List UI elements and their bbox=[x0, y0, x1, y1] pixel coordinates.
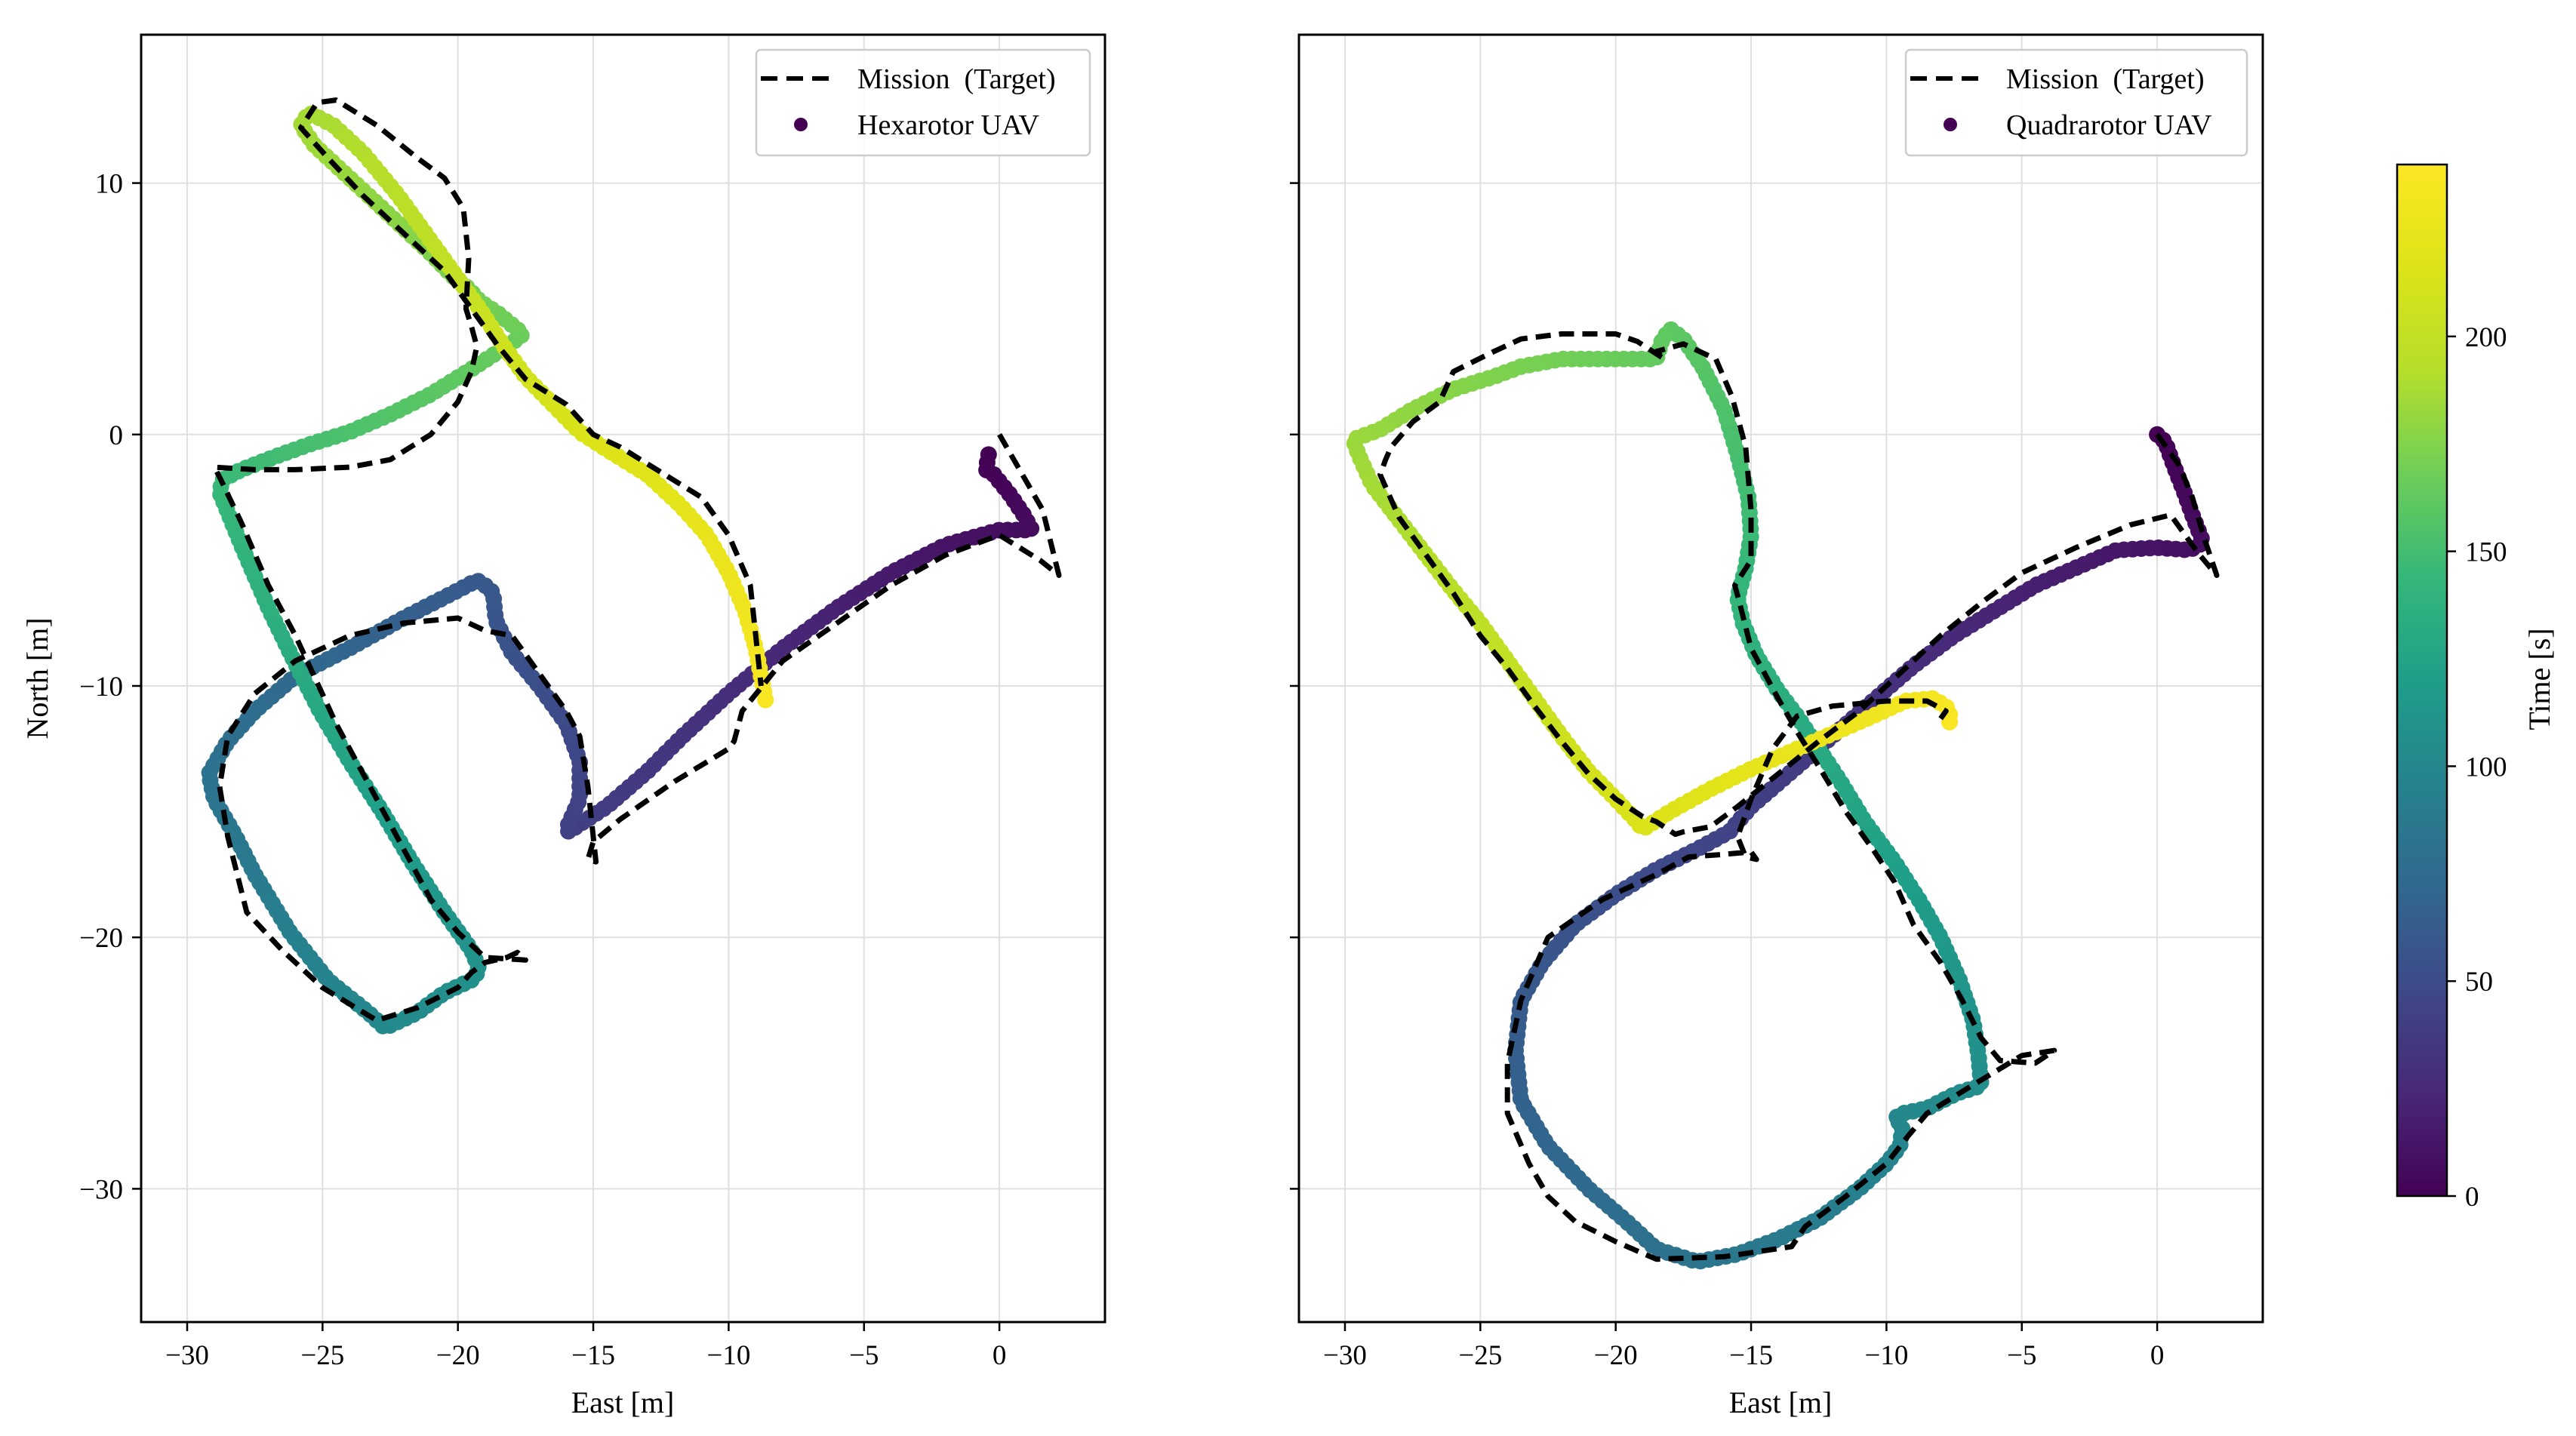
right-plot-frame bbox=[1297, 33, 2264, 1324]
right-x-tick-label: −30 bbox=[1323, 1340, 1367, 1371]
right-x-tick-label: −10 bbox=[1864, 1340, 1908, 1371]
colorbar-tick-label: 50 bbox=[2465, 967, 2493, 998]
left-uav-trajectory bbox=[201, 105, 1040, 1035]
left-y-tick-label: 0 bbox=[109, 420, 124, 451]
right-grid bbox=[1299, 35, 2263, 1322]
right-x-tick-label: 0 bbox=[2150, 1340, 2165, 1371]
left-plot-frame bbox=[140, 33, 1106, 1324]
right-x-tick-label: −5 bbox=[2007, 1340, 2036, 1371]
right-x-tick-label: −20 bbox=[1594, 1340, 1638, 1371]
left-legend: Mission (Target) Hexarotor UAV bbox=[755, 48, 1091, 157]
left-plot-data bbox=[201, 97, 1062, 1035]
colorbar-tick-label: 100 bbox=[2465, 752, 2507, 783]
left-x-tick-label: −10 bbox=[706, 1340, 750, 1371]
left-x-axis-label: East [m] bbox=[571, 1385, 675, 1419]
left-y-tick-label: −20 bbox=[79, 923, 123, 954]
left-legend-uav-label: Hexarotor UAV bbox=[857, 109, 1040, 141]
right-x-axis-label: East [m] bbox=[1729, 1385, 1833, 1419]
left-y-axis-label: North [m] bbox=[20, 617, 54, 739]
left-y-tick-label: 10 bbox=[95, 169, 123, 200]
left-x-tick-label: −5 bbox=[849, 1340, 879, 1371]
left-x-tick-label: −25 bbox=[300, 1340, 344, 1371]
left-x-tick-label: −20 bbox=[436, 1340, 480, 1371]
right-legend-mission-label: Mission (Target) bbox=[2006, 63, 2205, 95]
right-uav-trajectory bbox=[1346, 321, 2210, 1270]
colorbar-tick-label: 150 bbox=[2465, 537, 2507, 568]
left-legend-box bbox=[755, 48, 1091, 157]
colorbar-gradient bbox=[2396, 163, 2448, 1198]
right-mission-line bbox=[1377, 331, 2220, 1262]
right-ticks: −30 −25 −20 −15 −10 −5 0 bbox=[1290, 182, 2165, 1371]
right-legend-box bbox=[1904, 48, 2248, 157]
left-y-tick-label: −10 bbox=[79, 672, 123, 703]
colorbar-ticks: 0 50 100 150 200 bbox=[2447, 322, 2507, 1213]
right-legend-uav-label: Quadrarotor UAV bbox=[2006, 109, 2212, 141]
left-ticks: −30 −25 −20 −15 −10 −5 0 10 0 −10 −20 −30 bbox=[79, 169, 1006, 1371]
right-legend-uav-marker bbox=[1944, 118, 1957, 131]
left-x-tick-label: 0 bbox=[993, 1340, 1007, 1371]
right-legend: Mission (Target) Quadrarotor UAV bbox=[1904, 48, 2248, 157]
right-plot-data bbox=[1346, 321, 2220, 1270]
right-x-tick-label: −15 bbox=[1729, 1340, 1773, 1371]
colorbar: 0 50 100 150 200 Time [s] bbox=[2396, 163, 2556, 1213]
left-uav-point bbox=[757, 691, 774, 709]
left-mission-line bbox=[211, 97, 1062, 1023]
left-y-tick-label: −30 bbox=[79, 1174, 123, 1205]
colorbar-tick-label: 0 bbox=[2465, 1182, 2479, 1213]
left-legend-mission-label: Mission (Target) bbox=[857, 63, 1056, 95]
left-legend-uav-marker bbox=[794, 118, 808, 131]
right-chart: −30 −25 −20 −15 −10 −5 0 East [m] Mission (Tar… bbox=[1290, 33, 2264, 1419]
right-uav-point bbox=[1941, 713, 1958, 730]
colorbar-tick-label: 200 bbox=[2465, 322, 2507, 353]
right-x-tick-label: −25 bbox=[1458, 1340, 1502, 1371]
colorbar-label: Time [s] bbox=[2522, 628, 2556, 730]
left-x-tick-label: −30 bbox=[165, 1340, 209, 1371]
left-x-tick-label: −15 bbox=[571, 1340, 615, 1371]
